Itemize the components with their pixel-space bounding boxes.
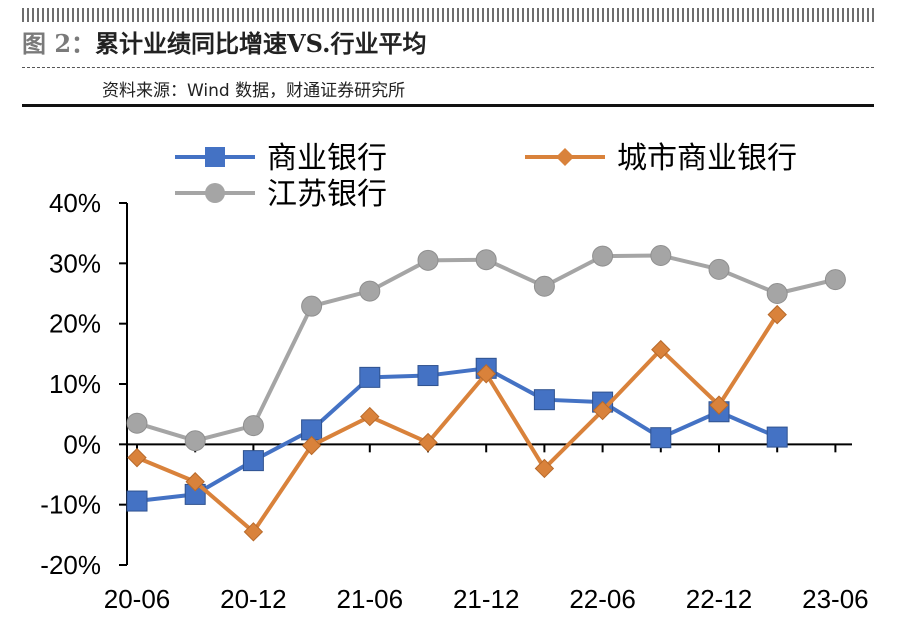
legend-marker [205, 183, 225, 203]
y-tick-label: 10% [49, 369, 101, 399]
legend-label: 江苏银行 [267, 177, 387, 212]
legend-marker [205, 147, 225, 167]
data-point [126, 412, 148, 434]
data-point [126, 490, 148, 512]
data-point [767, 304, 787, 325]
series-line [136, 366, 778, 504]
x-tick-label: 23-06 [802, 584, 869, 614]
data-point [651, 339, 671, 360]
axes: 40% 30% 20% 10% 0% -10% -20%20-06 20-12 21-06 21-… [40, 188, 868, 614]
data-point [592, 245, 614, 267]
data-point [766, 283, 788, 304]
title-divider [22, 67, 874, 68]
data-point [824, 269, 846, 291]
data-point [533, 389, 555, 411]
data-point [418, 432, 438, 453]
header-stripe [22, 8, 874, 22]
data-point [766, 426, 788, 448]
figure-title: 图 2：累计业绩同比增速VS.行业平均 [22, 24, 427, 64]
y-tick-label: -10% [40, 490, 101, 520]
figure-title-text: 累计业绩同比增速VS.行业平均 [95, 29, 427, 58]
x-tick-label: 20-06 [104, 584, 171, 614]
series-2 [126, 244, 846, 452]
legend-label: 城市商业银行 [617, 141, 797, 176]
y-tick-label: 30% [49, 248, 101, 278]
data-point [242, 415, 264, 437]
data-point [417, 365, 439, 387]
y-tick-label: -20% [40, 550, 101, 580]
x-tick-label: 22-12 [686, 584, 753, 614]
data-point [127, 447, 147, 468]
data-point [650, 244, 672, 266]
series-layer [126, 244, 846, 542]
data-point [709, 395, 729, 415]
data-point [533, 275, 555, 297]
legend-label: 商业银行 [267, 141, 387, 176]
data-point [359, 366, 381, 388]
figure-number: 图 2： [22, 29, 96, 58]
legend-item: 城市商业银行 [525, 141, 797, 176]
data-point [417, 249, 439, 271]
data-point [534, 458, 555, 479]
data-point [476, 364, 496, 384]
x-tick-label: 21-06 [337, 584, 404, 614]
header-rule [22, 104, 874, 107]
data-point [184, 430, 206, 452]
data-point [708, 258, 730, 280]
data-point [359, 280, 381, 302]
data-point [360, 406, 380, 427]
x-tick-label: 20-12 [220, 584, 287, 614]
data-point [301, 295, 323, 317]
x-tick-label: 21-12 [453, 584, 520, 614]
data-point [301, 435, 322, 456]
series-1 [127, 304, 787, 542]
legend-marker [556, 148, 574, 166]
series-0 [126, 357, 788, 512]
x-tick-label: 22-06 [569, 584, 636, 614]
legend-item: 江苏银行 [175, 177, 387, 212]
data-point [243, 522, 264, 542]
series-line [136, 313, 779, 534]
data-point [242, 450, 264, 472]
data-point [650, 427, 672, 449]
series-line [136, 253, 836, 443]
data-point [592, 400, 613, 421]
y-tick-label: 0% [63, 429, 101, 459]
legend-item: 商业银行 [175, 141, 387, 176]
y-tick-label: 40% [49, 188, 101, 218]
data-point [475, 249, 497, 271]
y-tick-label: 20% [49, 309, 101, 339]
data-source: 资料来源：Wind 数据，财通证券研究所 [102, 81, 406, 101]
data-point [185, 472, 205, 492]
